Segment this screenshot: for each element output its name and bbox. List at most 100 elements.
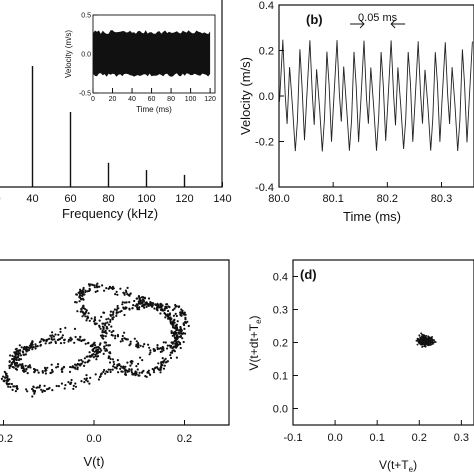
panel-d-x-tick-label: 0.0 — [327, 432, 342, 444]
phase-point — [114, 334, 117, 337]
phase-point — [148, 353, 151, 356]
inset-signal-band — [93, 30, 211, 77]
phase-point — [175, 356, 178, 359]
phase-point — [103, 311, 106, 314]
phase-point — [104, 324, 107, 327]
phase-point — [145, 305, 148, 308]
phase-point — [186, 320, 189, 323]
phase-point — [83, 357, 86, 360]
phase-point — [160, 361, 163, 364]
phase-point — [80, 298, 83, 301]
panel-d-x-label-sub: e — [409, 465, 414, 474]
panel-b-y-tick-label: 0.2 — [259, 45, 274, 57]
cluster-point — [421, 338, 424, 341]
phase-point — [25, 388, 28, 391]
panel-c-x-label: V(t) — [84, 454, 105, 469]
phase-point — [61, 334, 64, 337]
phase-point — [39, 343, 43, 347]
phase-point — [115, 308, 118, 312]
phase-point — [3, 370, 6, 373]
phase-point — [69, 339, 72, 342]
phase-point — [103, 345, 106, 348]
phase-point — [97, 346, 101, 349]
phase-point — [84, 308, 87, 311]
phase-point — [117, 371, 120, 374]
phase-point — [19, 354, 22, 357]
phase-point — [135, 306, 139, 309]
cluster-point — [422, 342, 425, 345]
phase-point — [11, 354, 14, 357]
phase-point — [84, 342, 87, 345]
phase-point — [175, 346, 178, 349]
phase-point — [136, 346, 139, 349]
phase-point — [89, 376, 92, 379]
phase-point — [137, 302, 140, 305]
phase-point — [63, 387, 66, 390]
phase-point — [29, 346, 32, 349]
phase-point — [172, 320, 175, 323]
phase-point — [50, 336, 53, 339]
phase-point — [113, 308, 116, 311]
phase-point — [20, 346, 23, 349]
panel-d-label: (d) — [300, 267, 317, 282]
phase-point — [81, 310, 84, 313]
phase-point — [107, 368, 110, 371]
cluster-point — [420, 332, 422, 335]
phase-point — [83, 381, 86, 384]
phase-point — [84, 315, 87, 318]
phase-point — [80, 291, 83, 294]
phase-point — [89, 355, 92, 358]
phase-point — [93, 284, 96, 287]
phase-point — [107, 344, 110, 347]
phase-point — [82, 304, 85, 308]
phase-point — [142, 305, 145, 308]
inset-x-ticks: 0 20 40 60 80 100 120 — [91, 88, 216, 103]
phase-point — [79, 310, 82, 313]
phase-point — [170, 330, 173, 333]
panel-a-x-ticks: 20 40 60 80 100 120 140 — [0, 182, 232, 205]
phase-point — [147, 304, 150, 307]
inset-y-tick-label: -0.5 — [79, 90, 91, 97]
phase-point — [63, 338, 66, 342]
phase-point — [11, 365, 14, 369]
phase-point — [162, 309, 165, 312]
phase-point — [159, 312, 162, 315]
phase-point — [164, 306, 167, 309]
phase-point — [8, 366, 11, 370]
cluster-point — [421, 343, 424, 346]
phase-point — [85, 355, 88, 358]
phase-point — [115, 290, 118, 293]
panel-b-period-annotation: 0.05 ms — [350, 12, 406, 29]
inset-x-tick-label: 40 — [128, 96, 136, 103]
phase-point — [166, 303, 169, 306]
panel-d-y-label-main: V(t+dt+T — [247, 323, 261, 370]
cluster-point — [420, 340, 423, 343]
phase-point — [159, 302, 162, 305]
cluster-point — [423, 334, 426, 337]
phase-point — [161, 357, 164, 360]
phase-point — [179, 346, 182, 350]
phase-point — [142, 369, 145, 372]
panel-d-x-label-main: V(t+T — [379, 458, 409, 472]
phase-point — [56, 363, 60, 366]
panel-d-y-tick-label: 0.0 — [273, 403, 288, 415]
phase-point — [116, 293, 119, 296]
phase-point — [137, 342, 140, 345]
phase-point — [181, 311, 184, 314]
phase-point — [55, 384, 58, 388]
phase-point — [51, 370, 54, 373]
phase-point — [13, 363, 16, 366]
phase-point — [143, 343, 146, 346]
phase-point — [159, 308, 163, 311]
cluster-point — [426, 344, 429, 346]
phase-point — [102, 334, 105, 337]
phase-point — [124, 371, 127, 374]
panel-c-x-tick-label: -0.2 — [0, 433, 13, 445]
phase-point — [138, 297, 141, 300]
phase-point — [114, 337, 117, 340]
phase-point — [31, 346, 35, 349]
phase-point — [174, 312, 177, 315]
phase-point — [103, 289, 106, 292]
phase-point — [90, 317, 93, 320]
panel-d-y-tick-label: 0.1 — [273, 370, 288, 382]
